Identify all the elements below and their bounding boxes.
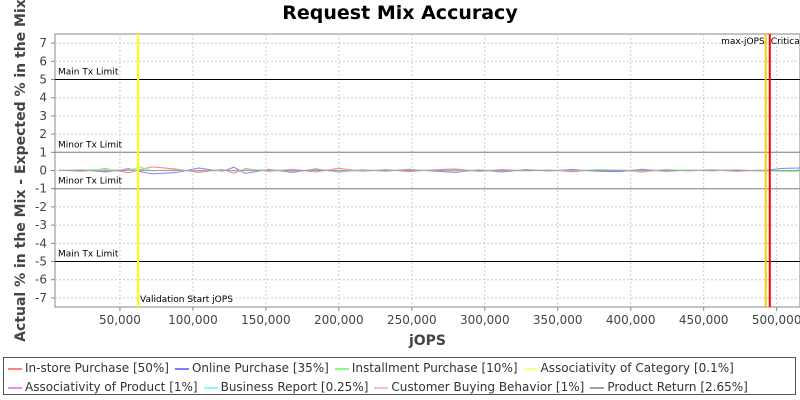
limit-label: Minor Tx Limit bbox=[58, 140, 123, 150]
marker-label: Critical-jOPS bbox=[771, 37, 800, 47]
legend-label: In-store Purchase [50%] bbox=[25, 361, 169, 375]
legend-swatch bbox=[8, 386, 22, 389]
x-tick-label: 200,000 bbox=[314, 313, 364, 327]
x-tick-label: 150,000 bbox=[241, 313, 291, 327]
y-tick-label: -7 bbox=[35, 291, 47, 305]
marker-label: Validation Start jOPS bbox=[140, 295, 233, 305]
y-tick-label: 2 bbox=[39, 127, 47, 141]
y-tick-label: 5 bbox=[39, 73, 47, 87]
limit-label: Main Tx Limit bbox=[58, 68, 119, 78]
legend-item: Installment Purchase [10%] bbox=[334, 359, 518, 378]
y-tick-label: 6 bbox=[39, 54, 47, 68]
series-line-7 bbox=[58, 169, 800, 172]
y-tick-label: -3 bbox=[35, 218, 47, 232]
legend-swatch bbox=[590, 386, 605, 389]
y-tick-label: 4 bbox=[39, 91, 47, 105]
x-tick-label: 100,000 bbox=[168, 313, 218, 327]
legend-item: Associativity of Product [1%] bbox=[8, 378, 198, 397]
y-tick-label: 7 bbox=[39, 36, 47, 50]
legend-item: Associativity of Category [0.1%] bbox=[523, 359, 734, 378]
legend-label: Customer Buying Behavior [1%] bbox=[391, 380, 585, 394]
legend-item: In-store Purchase [50%] bbox=[8, 359, 169, 378]
x-tick-label: 350,000 bbox=[533, 313, 583, 327]
legend-label: Associativity of Product [1%] bbox=[25, 380, 198, 394]
y-tick-label: -1 bbox=[35, 182, 47, 196]
legend-swatch bbox=[174, 367, 189, 370]
limit-label: Minor Tx Limit bbox=[58, 177, 123, 187]
legend-item: Online Purchase [35%] bbox=[174, 359, 329, 378]
legend-item: Customer Buying Behavior [1%] bbox=[374, 378, 584, 397]
legend-swatch bbox=[8, 367, 22, 370]
limit-label: Main Tx Limit bbox=[58, 250, 119, 260]
x-tick-label: 250,000 bbox=[387, 313, 437, 327]
legend: In-store Purchase [50%] Online Purchase [… bbox=[3, 357, 796, 395]
y-tick-label: -6 bbox=[35, 273, 47, 287]
x-tick-label: 500,000 bbox=[752, 313, 800, 327]
y-tick-label: -2 bbox=[35, 200, 47, 214]
legend-swatch bbox=[334, 367, 349, 370]
x-axis-label: jOPS bbox=[408, 333, 446, 349]
line-chart: 50,000 100,000 150,000 200,000 250,000 300,00… bbox=[13, 0, 800, 349]
legend-item: Business Report [0.25%] bbox=[203, 378, 369, 397]
x-tick-label: 50,000 bbox=[99, 313, 141, 327]
y-axis-label: Actual % in the Mix - Expected % in the … bbox=[13, 0, 29, 342]
legend-swatch bbox=[374, 386, 389, 389]
legend-swatch bbox=[203, 386, 218, 389]
chart-title: Request Mix Accuracy bbox=[282, 2, 518, 24]
marker-label: max-jOPS bbox=[721, 37, 765, 47]
legend-label: Installment Purchase [10%] bbox=[351, 361, 518, 375]
legend-label: Product Return [2.65%] bbox=[607, 380, 748, 394]
legend-swatch bbox=[523, 367, 538, 370]
legend-item: Product Return [2.65%] bbox=[590, 378, 748, 397]
legend-label: Business Report [0.25%] bbox=[220, 380, 369, 394]
y-tick-label: 1 bbox=[39, 145, 47, 159]
y-tick-label: -4 bbox=[35, 236, 47, 250]
legend-label: Online Purchase [35%] bbox=[191, 361, 329, 375]
legend-label: Associativity of Category [0.1%] bbox=[540, 361, 734, 375]
y-tick-label: -5 bbox=[35, 255, 47, 269]
x-tick-label: 450,000 bbox=[679, 313, 729, 327]
x-tick-label: 300,000 bbox=[460, 313, 510, 327]
x-tick-label: 400,000 bbox=[606, 313, 656, 327]
y-tick-label: 0 bbox=[39, 164, 47, 178]
y-tick-label: 3 bbox=[39, 109, 47, 123]
